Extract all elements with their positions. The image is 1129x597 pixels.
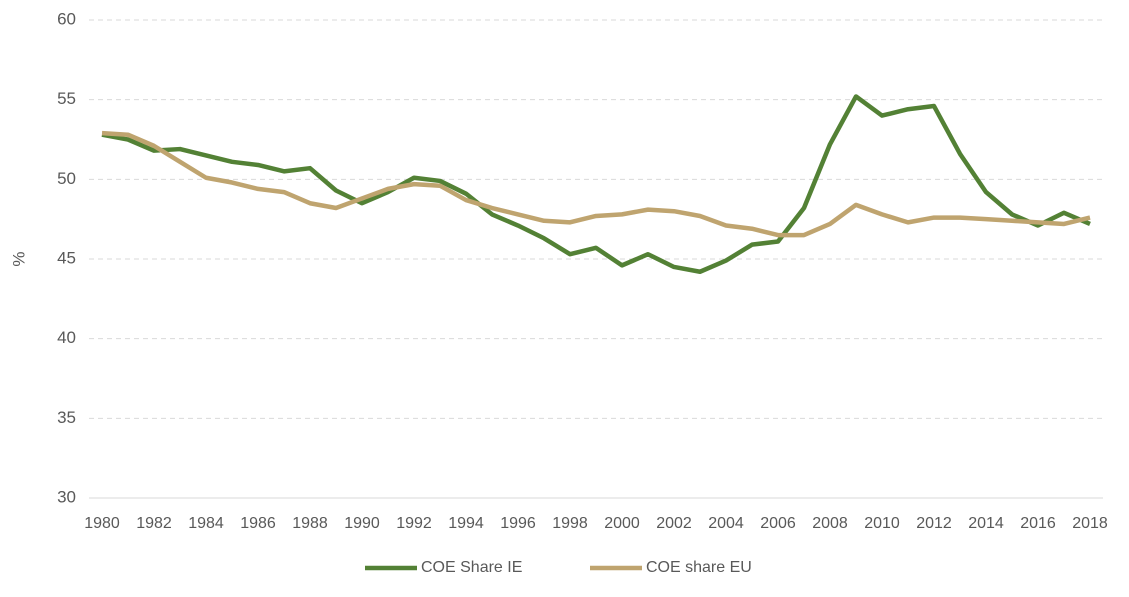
x-tick-label: 1994 xyxy=(448,515,484,532)
x-tick-label: 2000 xyxy=(604,515,640,532)
y-tick-label: 40 xyxy=(57,328,76,347)
x-tick-label: 1986 xyxy=(240,515,276,532)
x-tick-label: 1998 xyxy=(552,515,588,532)
x-tick-label: 1990 xyxy=(344,515,380,532)
legend-label: COE share EU xyxy=(646,559,752,576)
x-tick-label: 1996 xyxy=(500,515,536,532)
x-tick-label: 2008 xyxy=(812,515,848,532)
x-tick-label: 1992 xyxy=(396,515,432,532)
y-tick-label: 50 xyxy=(57,169,76,188)
y-tick-label: 60 xyxy=(57,9,76,28)
x-tick-label: 1982 xyxy=(136,515,172,532)
y-tick-label: 30 xyxy=(57,487,76,506)
x-tick-label: 2018 xyxy=(1072,515,1108,532)
x-tick-label: 2012 xyxy=(916,515,952,532)
y-axis-label: % xyxy=(9,251,28,266)
line-series xyxy=(101,94,1091,274)
x-tick-label: 2006 xyxy=(760,515,796,532)
y-tick-label: 45 xyxy=(57,248,76,267)
y-tick-label: 35 xyxy=(57,408,76,427)
x-tick-label: 2002 xyxy=(656,515,692,532)
y-tick-label: 55 xyxy=(57,89,76,108)
x-tick-label: 2014 xyxy=(968,515,1004,532)
x-tick-label: 1984 xyxy=(188,515,224,532)
x-tick-label: 2004 xyxy=(708,515,744,532)
x-tick-label: 1980 xyxy=(84,515,120,532)
legend-label: COE Share IE xyxy=(421,559,522,576)
x-tick-label: 2010 xyxy=(864,515,900,532)
x-tick-label: 1988 xyxy=(292,515,328,532)
line-series xyxy=(101,130,1091,238)
x-tick-label: 2016 xyxy=(1020,515,1056,532)
